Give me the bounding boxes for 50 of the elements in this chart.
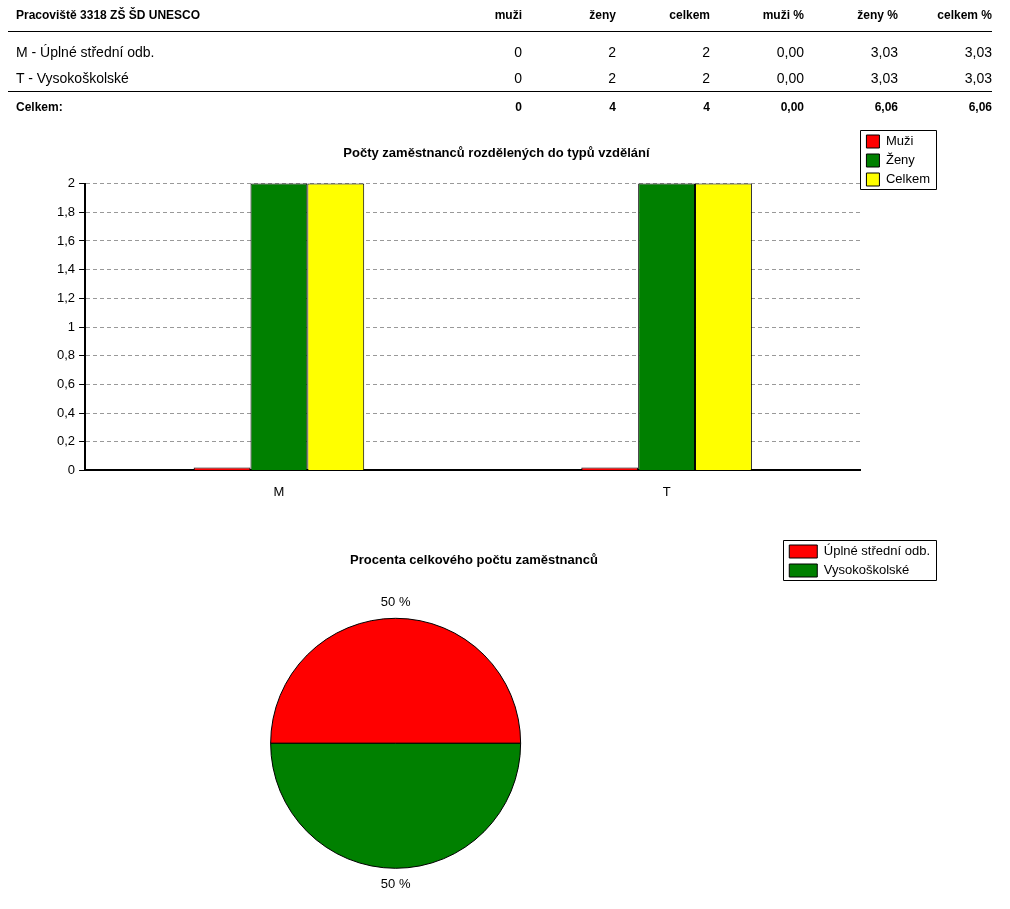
category-label: ženy [588,8,616,24]
data-label: 3,03 [963,69,992,88]
legend-label: Úplné střední odb. [823,543,930,559]
y-tick-label: 1,2 [56,289,76,305]
data-label: 50 % [380,875,411,891]
y-tick-label: 0,4 [56,404,76,420]
legend-label: Vysokoškolské [823,562,910,578]
data-label: 0 [513,69,522,88]
data-label: 0,00 [775,43,804,62]
data-label: 0 [513,43,522,62]
category-label: muži [493,8,522,24]
legend-label: Celkem [885,171,931,187]
legend-label: Muži [885,133,914,149]
data-label: 6,06 [967,99,992,116]
category-label: celkem % [936,8,992,24]
text: Celkem: [15,99,64,116]
data-label: 6,06 [873,99,898,116]
chart-title: Počty zaměstnanců rozdělených do typů vzdělání [343,145,651,161]
data-label: 50 % [380,593,411,609]
data-label: 0 [514,99,522,116]
x-tick-label: T [662,483,671,499]
data-label: 2 [701,69,710,88]
data-label: 3,03 [869,69,898,88]
y-tick-label: 2 [67,175,76,191]
y-tick-label: 0,6 [56,375,76,391]
y-tick-label: 1,6 [56,232,76,248]
data-label: 3,03 [869,43,898,62]
text: Procenta celkového počtu zaměstnanců [350,552,598,568]
y-tick-label: 1,4 [56,261,76,277]
data-label: 2 [607,43,616,62]
y-tick-label: 1 [67,318,76,334]
x-tick-label: M [273,483,285,499]
category-label: ženy % [856,8,898,24]
category-label: muži % [761,8,804,24]
text: T - Vysokoškolské [15,69,130,88]
data-label: 2 [607,69,616,88]
text: M - Úplné střední odb. [15,43,156,62]
data-label: 0,00 [775,69,804,88]
data-label: 2 [701,43,710,62]
legend-label: Ženy [885,152,916,168]
data-label: 0,00 [779,99,804,116]
category-label: celkem [668,8,710,24]
text: Pracoviště 3318 ZŠ ŠD UNESCO [15,8,202,24]
y-tick-label: 0,2 [56,433,76,449]
data-label: 4 [608,99,616,116]
y-tick-label: 1,8 [56,203,76,219]
y-tick-label: 0,8 [56,347,76,363]
y-tick-label: 0 [67,461,76,477]
data-label: 4 [702,99,710,116]
data-label: 3,03 [963,43,992,62]
